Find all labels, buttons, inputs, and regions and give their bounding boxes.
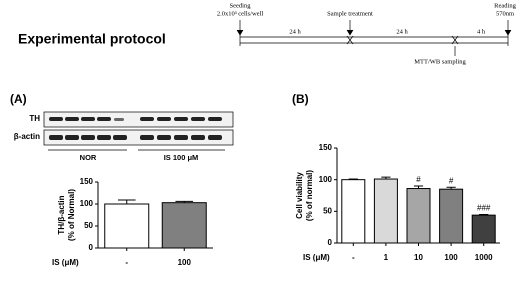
x-tick-label: 1000: [475, 253, 493, 262]
step-detail: 570nm: [496, 10, 514, 17]
y-tick-label: 50: [84, 221, 93, 230]
y-tick-label: 150: [319, 143, 333, 152]
step-label: Seeding: [230, 2, 252, 9]
y-axis-label: Cell viability: [295, 172, 304, 219]
panel-label: (A): [10, 92, 27, 106]
bar: [341, 179, 366, 244]
y-axis-label: (% of Normal): [67, 189, 76, 241]
y-tick-label: 100: [319, 175, 333, 184]
x-tick-label: 100: [444, 253, 458, 262]
bar: [373, 178, 398, 244]
group-label: IS 100 μM: [164, 153, 199, 162]
x-tick-label: -: [352, 253, 355, 262]
blot-row-label: TH: [29, 114, 40, 123]
y-tick-label: 150: [80, 177, 94, 186]
x-axis-label: IS (μM): [303, 253, 330, 262]
significance-mark: #: [416, 175, 421, 184]
x-tick-label: 1: [384, 253, 389, 262]
bar: [161, 202, 207, 249]
bar: [439, 188, 464, 244]
y-tick-label: 50: [323, 206, 332, 215]
step-label: Reading: [494, 2, 516, 9]
y-axis-label: TH/β-actin: [57, 195, 66, 234]
y-tick-label: 0: [328, 238, 333, 247]
protocol-title: Experimental protocol: [18, 31, 166, 47]
interval: 4 h: [477, 28, 486, 35]
significance-mark: #: [449, 176, 454, 185]
blot: [43, 111, 234, 151]
significance-mark: ###: [477, 204, 491, 213]
group-label: NOR: [80, 153, 97, 162]
interval: 24 h: [396, 28, 408, 35]
x-tick-label: 100: [178, 258, 192, 267]
bar: [104, 203, 150, 249]
x-tick-label: -: [125, 258, 128, 267]
y-axis-label: (% of normal): [305, 170, 314, 221]
blot-row-label: β-actin: [14, 132, 40, 141]
bar: [471, 214, 496, 244]
timeline: [236, 20, 512, 56]
interval: 24 h: [289, 28, 301, 35]
x-axis-label: IS (μM): [52, 258, 79, 267]
step-label: MTT/WB sampling: [414, 58, 466, 65]
bar: [406, 188, 431, 244]
y-tick-label: 100: [80, 199, 94, 208]
x-tick-label: 10: [414, 253, 423, 262]
panel-label: (B): [292, 92, 309, 106]
step-label: Sample treatment: [327, 10, 373, 17]
step-detail: 2.0x10³ cells/well: [217, 10, 264, 17]
y-tick-label: 0: [89, 243, 94, 252]
